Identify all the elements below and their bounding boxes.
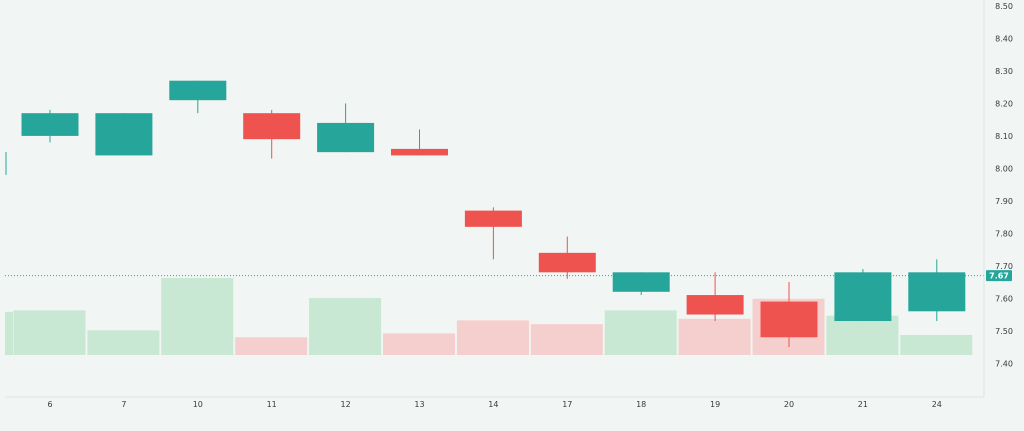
x-tick-label: 18 bbox=[636, 400, 646, 409]
volume-bar bbox=[900, 334, 973, 355]
volume-bar bbox=[383, 333, 455, 355]
price-axis[interactable]: 8.50 8.40 8.30 8.20 8.10 8.00 7.90 7.80 7.70 7.60… bbox=[995, 2, 1013, 368]
candle-body bbox=[464, 210, 522, 227]
y-tick-label: 7.70 bbox=[995, 262, 1013, 271]
candle-body bbox=[21, 113, 79, 136]
x-tick-label: 11 bbox=[267, 400, 277, 409]
x-tick-label: 7 bbox=[121, 400, 126, 409]
candle[interactable] bbox=[612, 272, 670, 296]
y-tick-label: 7.60 bbox=[995, 294, 1013, 303]
y-tick-label: 7.90 bbox=[995, 197, 1013, 206]
volume-bar bbox=[530, 324, 603, 355]
x-tick-label: 21 bbox=[858, 400, 868, 409]
x-tick-label: 13 bbox=[414, 400, 424, 409]
y-tick-label: 8.00 bbox=[995, 164, 1013, 173]
candle-body bbox=[95, 113, 153, 156]
candle-body bbox=[317, 122, 375, 153]
candle-body bbox=[612, 272, 670, 292]
volume-bars bbox=[5, 278, 973, 355]
candle[interactable] bbox=[391, 129, 448, 156]
candle[interactable] bbox=[169, 80, 227, 114]
candle-body bbox=[686, 295, 744, 315]
candle-body bbox=[538, 252, 596, 273]
y-tick-label: 8.30 bbox=[995, 67, 1013, 76]
candle-body bbox=[834, 272, 892, 322]
candle-body bbox=[908, 272, 966, 312]
last-price-badge-bg bbox=[986, 270, 1012, 282]
volume-bar-partial bbox=[5, 311, 13, 355]
candle[interactable] bbox=[317, 103, 375, 153]
candle[interactable] bbox=[464, 207, 522, 260]
volume-bar bbox=[161, 278, 234, 355]
candle-body bbox=[760, 301, 818, 338]
candle[interactable] bbox=[21, 109, 79, 143]
candle-body bbox=[169, 80, 227, 101]
y-tick-label: 8.40 bbox=[995, 34, 1013, 43]
candle[interactable] bbox=[686, 272, 744, 322]
last-price-badge: 7.67 bbox=[986, 270, 1012, 282]
x-tick-label: 17 bbox=[562, 400, 572, 409]
volume-bar bbox=[678, 318, 751, 355]
x-tick-label: 24 bbox=[932, 400, 942, 409]
volume-bar bbox=[604, 310, 677, 355]
volume-bar bbox=[826, 315, 899, 355]
y-tick-label: 8.10 bbox=[995, 132, 1013, 141]
x-tick-label: 10 bbox=[193, 400, 203, 409]
y-tick-label: 7.50 bbox=[995, 327, 1013, 336]
x-tick-label: 20 bbox=[784, 400, 794, 409]
candle[interactable] bbox=[760, 282, 818, 348]
time-axis[interactable]: 6 7 10 11 12 13 14 17 18 19 20 21 24 bbox=[47, 400, 941, 409]
candle[interactable] bbox=[834, 269, 892, 322]
y-tick-label: 7.80 bbox=[995, 229, 1013, 238]
last-price-label: 7.67 bbox=[989, 272, 1009, 281]
x-tick-label: 6 bbox=[47, 400, 52, 409]
y-tick-label: 7.40 bbox=[995, 359, 1013, 368]
candle-body bbox=[391, 148, 448, 156]
y-tick-label: 8.50 bbox=[995, 2, 1013, 11]
candles bbox=[5, 80, 966, 348]
x-tick-label: 12 bbox=[341, 400, 351, 409]
x-tick-label: 19 bbox=[710, 400, 720, 409]
candle-body bbox=[243, 113, 301, 140]
candle[interactable] bbox=[243, 109, 301, 159]
candle[interactable] bbox=[95, 113, 153, 156]
candle[interactable] bbox=[538, 236, 596, 279]
volume-bar bbox=[456, 320, 529, 355]
x-tick-label: 14 bbox=[488, 400, 498, 409]
volume-bar bbox=[87, 330, 160, 355]
candle[interactable] bbox=[908, 259, 966, 322]
volume-bar bbox=[309, 298, 382, 355]
volume-bar bbox=[13, 310, 86, 355]
volume-bar bbox=[235, 337, 308, 355]
y-tick-label: 8.20 bbox=[995, 99, 1013, 108]
